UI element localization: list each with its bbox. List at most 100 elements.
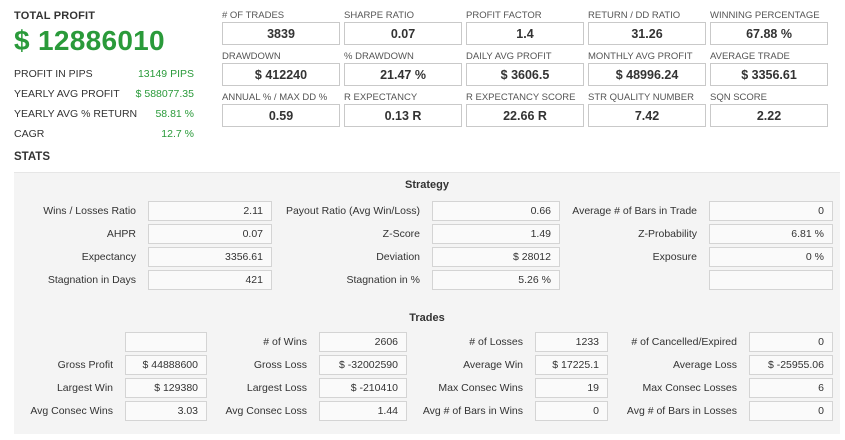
metric-value: 1.4	[466, 22, 584, 45]
total-profit-value: $ 12886010	[14, 25, 165, 56]
metric-label: DRAWDOWN	[222, 51, 281, 62]
stat-label: Z-Probability	[638, 228, 697, 240]
stat-value: $ 28012	[432, 247, 560, 267]
metric-label: WINNING PERCENTAGE	[710, 10, 820, 21]
metric-value: 7.42	[588, 104, 706, 127]
stat-label: Average Win	[463, 359, 523, 371]
stat-value: 0.66	[432, 201, 560, 221]
stat-value: $ 129380	[125, 378, 207, 398]
stat-label: Average # of Bars in Trade	[572, 205, 697, 217]
metric-card: R EXPECTANCY SCORE 22.66 R	[466, 91, 588, 127]
stat-label: Avg Consec Wins	[30, 405, 113, 417]
summary-row-yearly-avg-return: YEARLY AVG % RETURN 58.81 %	[14, 104, 194, 124]
stat-value: $ -32002590	[319, 355, 407, 375]
stat-value: 0	[749, 401, 833, 421]
stat-value: $ -210410	[319, 378, 407, 398]
metric-label: PROFIT FACTOR	[466, 10, 542, 21]
stat-value: 5.26 %	[432, 270, 560, 290]
stat-label: Z-Score	[382, 228, 420, 240]
metric-card: ANNUAL % / MAX DD % 0.59	[222, 91, 344, 127]
metric-card: STR QUALITY NUMBER 7.42	[588, 91, 710, 127]
metric-label: RETURN / DD RATIO	[588, 10, 681, 21]
metric-label: SQN SCORE	[710, 92, 768, 103]
metric-value: 31.26	[588, 22, 706, 45]
summary-label: YEARLY AVG PROFIT	[14, 88, 120, 100]
stat-value: 0	[535, 401, 608, 421]
metric-label: # OF TRADES	[222, 10, 285, 21]
metric-label: R EXPECTANCY	[344, 92, 418, 103]
metric-label: STR QUALITY NUMBER	[588, 92, 694, 103]
stat-value: 0.07	[148, 224, 272, 244]
metric-value: 22.66 R	[466, 104, 584, 127]
metric-value: 0.07	[344, 22, 462, 45]
summary-row-cagr: CAGR 12.7 %	[14, 124, 194, 144]
stat-label: Max Consec Losses	[642, 382, 737, 394]
metric-card: SHARPE RATIO 0.07	[344, 9, 466, 45]
summary-label: PROFIT IN PIPS	[14, 68, 93, 80]
metric-card: AVERAGE TRADE $ 3356.61	[710, 50, 832, 86]
summary-row-yearly-avg-profit: YEARLY AVG PROFIT $ 588077.35	[14, 84, 194, 104]
stat-label: Avg Consec Loss	[225, 405, 307, 417]
stat-value: 6	[749, 378, 833, 398]
stat-value: 2.11	[148, 201, 272, 221]
stat-label: Exposure	[652, 251, 697, 263]
metric-value: $ 3356.61	[710, 63, 828, 86]
stat-label: Stagnation in Days	[47, 274, 136, 286]
stat-value: 3.03	[125, 401, 207, 421]
stat-label: # of Cancelled/Expired	[631, 336, 737, 348]
metric-label: R EXPECTANCY SCORE	[466, 92, 576, 103]
stat-label: Deviation	[376, 251, 420, 263]
metric-label: DAILY AVG PROFIT	[466, 51, 552, 62]
metric-card: # OF TRADES 3839	[222, 9, 344, 45]
metric-card: MONTHLY AVG PROFIT $ 48996.24	[588, 50, 710, 86]
metric-value: 67.88 %	[710, 22, 828, 45]
stat-label: Stagnation in %	[346, 274, 420, 286]
metric-card: RETURN / DD RATIO 31.26	[588, 9, 710, 45]
stat-value: 19	[535, 378, 608, 398]
stats-title: STATS	[14, 151, 50, 163]
metric-value: $ 3606.5	[466, 63, 584, 86]
stat-value: 0	[749, 332, 833, 352]
metric-card: % DRAWDOWN 21.47 %	[344, 50, 466, 86]
metric-label: SHARPE RATIO	[344, 10, 415, 21]
stat-label: Payout Ratio (Avg Win/Loss)	[285, 205, 420, 217]
total-profit-label: TOTAL PROFIT	[14, 10, 96, 22]
stat-label: # of Losses	[469, 336, 523, 348]
metric-label: MONTHLY AVG PROFIT	[588, 51, 693, 62]
stat-label: Largest Win	[56, 382, 113, 394]
summary-value: $ 588077.35	[135, 88, 194, 100]
stat-label: Max Consec Wins	[438, 382, 523, 394]
stat-label: Wins / Losses Ratio	[43, 205, 136, 217]
stat-value: $ 44888600	[125, 355, 207, 375]
metrics-grid: # OF TRADES 3839 SHARPE RATIO 0.07 PROFIT FA…	[222, 9, 832, 127]
stat-value: 6.81 %	[709, 224, 833, 244]
stat-label: Expectancy	[81, 251, 136, 263]
summary-label: CAGR	[14, 128, 45, 140]
stat-value: $ 17225.1	[535, 355, 608, 375]
metric-value: 3839	[222, 22, 340, 45]
summary-label: YEARLY AVG % RETURN	[14, 108, 138, 120]
stat-value: 2606	[319, 332, 407, 352]
stat-label: AHPR	[106, 228, 136, 240]
stat-label	[14, 332, 113, 352]
metric-value: 21.47 %	[344, 63, 462, 86]
trades-section-title: Trades	[409, 312, 445, 324]
summary-row-pips: PROFIT IN PIPS 13149 PIPS	[14, 64, 194, 84]
metric-card: PROFIT FACTOR 1.4	[466, 9, 588, 45]
stat-value: 1.49	[432, 224, 560, 244]
metric-label: % DRAWDOWN	[344, 51, 414, 62]
metric-card: DRAWDOWN $ 412240	[222, 50, 344, 86]
summary-value: 13149 PIPS	[137, 68, 194, 80]
metric-label: ANNUAL % / MAX DD %	[222, 92, 328, 103]
stat-label: # of Wins	[263, 336, 307, 348]
stat-value: 3356.61	[148, 247, 272, 267]
stat-value: 1233	[535, 332, 608, 352]
stat-label: Average Loss	[672, 359, 737, 371]
stat-label: Gross Profit	[57, 359, 113, 371]
stat-value: 0 %	[709, 247, 833, 267]
metric-card: SQN SCORE 2.22	[710, 91, 832, 127]
metric-card: R EXPECTANCY 0.13 R	[344, 91, 466, 127]
stat-value: 1.44	[319, 401, 407, 421]
summary-value: 12.7 %	[161, 128, 194, 140]
stats-panel: Strategy Trades Wins / Losses Ratio 2.11 P…	[14, 172, 840, 434]
